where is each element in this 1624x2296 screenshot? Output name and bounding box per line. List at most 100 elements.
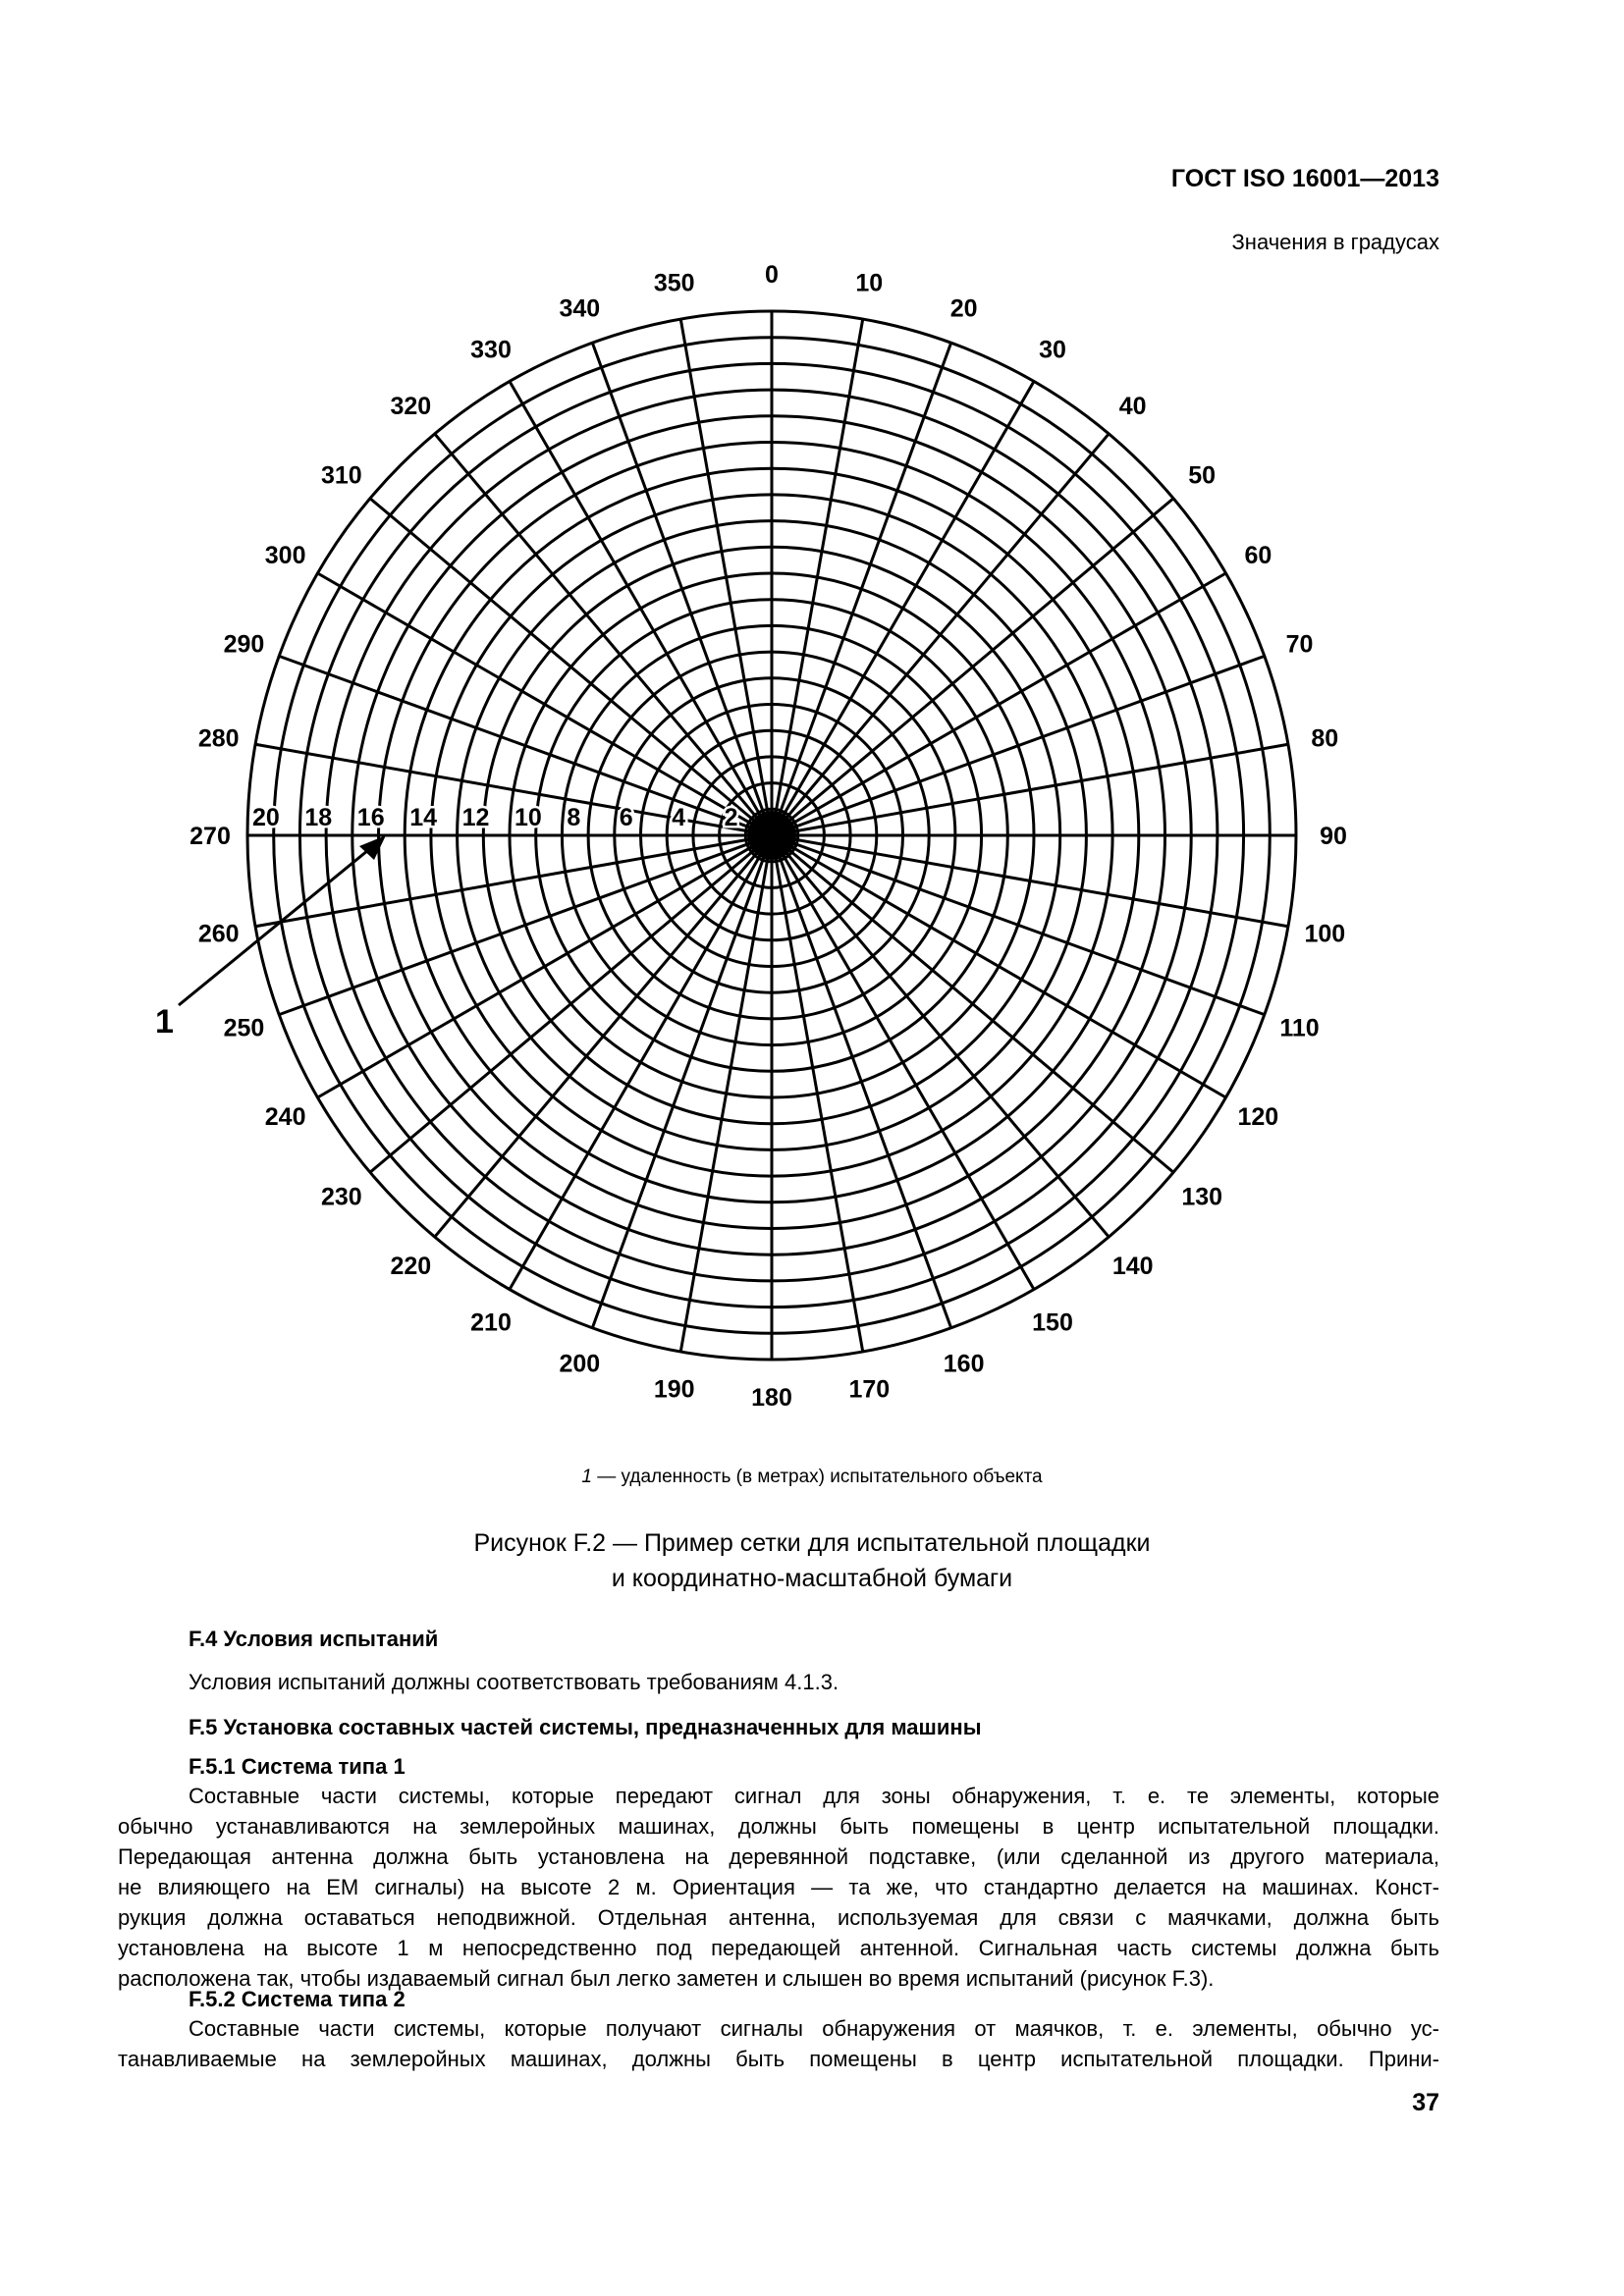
- text-line: рукция должна оставаться неподвижной. От…: [118, 1905, 1439, 1930]
- angle-label: 130: [1181, 1184, 1222, 1211]
- key-number: 1: [581, 1467, 592, 1487]
- angle-label: 240: [265, 1103, 306, 1131]
- grid-spoke: [590, 834, 774, 1329]
- grid-spoke: [770, 342, 953, 836]
- figure-caption-line1: Рисунок F.2 — Пример сетки для испытател…: [473, 1529, 1151, 1557]
- angle-label: 180: [751, 1384, 792, 1412]
- angle-labels: 0 10 20 30 40 50 60 70 80 90 100 110 120 130 140 150 160…: [189, 261, 1347, 1412]
- angle-label: 90: [1320, 823, 1347, 850]
- callout-arrowhead: [359, 835, 386, 860]
- angle-label: 100: [1304, 920, 1345, 947]
- angle-label: 60: [1244, 542, 1272, 569]
- distance-label: 6: [620, 804, 633, 831]
- angle-label: 20: [950, 294, 978, 322]
- angle-label: 30: [1039, 337, 1066, 364]
- distance-label: 18: [304, 804, 332, 831]
- polar-grid-figure: 0 102030405060708090100110120130140150160…: [155, 261, 1347, 1412]
- distance-label: 8: [567, 804, 580, 831]
- grid-spoke: [771, 833, 1227, 1099]
- text-line: расположена так, чтобы издаваемый сигнал…: [118, 1966, 1215, 1991]
- distance-label: 14: [409, 804, 437, 831]
- grid-spoke: [770, 834, 1110, 1239]
- grid-spoke: [771, 833, 1266, 1017]
- grid-spoke: [771, 497, 1175, 837]
- callout-leader: [178, 844, 374, 1007]
- text-line: обычно устанавливаются на землеройных ма…: [118, 1814, 1439, 1839]
- center-point: [747, 811, 796, 860]
- section-f51-heading: F.5.1 Система типа 1: [189, 1754, 406, 1779]
- section-f51-paragraph: Составные части системы, которые передаю…: [118, 1781, 1439, 1994]
- angle-label: 290: [224, 630, 265, 658]
- grid-spoke: [771, 654, 1266, 837]
- grid-spoke: [770, 834, 865, 1353]
- grid-spoke: [770, 834, 953, 1329]
- angle-label: 70: [1286, 630, 1314, 658]
- angle-label: 0: [765, 261, 779, 289]
- angle-label: 190: [654, 1375, 695, 1403]
- angle-label: 220: [390, 1253, 431, 1280]
- angle-label: 320: [390, 393, 431, 420]
- angle-label: 330: [470, 337, 512, 364]
- grid-spoke: [771, 571, 1227, 837]
- angle-label: 140: [1112, 1253, 1154, 1280]
- grid-spoke: [770, 380, 1036, 836]
- grid-spoke: [278, 833, 773, 1017]
- grid-spoke: [771, 833, 1289, 929]
- angle-label: 210: [470, 1308, 512, 1336]
- text-line: Составные части системы, которые передаю…: [189, 1784, 1439, 1808]
- angle-label: 50: [1188, 461, 1216, 489]
- angle-label: 170: [848, 1375, 890, 1403]
- section-f5-heading: F.5 Установка составных частей системы, …: [189, 1715, 982, 1739]
- grid-spoke: [316, 833, 773, 1099]
- grid-spoke: [770, 834, 1036, 1291]
- page-number: 37: [1412, 2089, 1439, 2116]
- angle-label: 300: [265, 542, 306, 569]
- distance-label: 20: [252, 804, 280, 831]
- callout-label: 1: [155, 1003, 174, 1041]
- grid-spoke: [254, 742, 773, 837]
- grid-spoke: [678, 834, 774, 1353]
- grid-spoke: [278, 654, 773, 837]
- angle-label: 340: [560, 294, 601, 322]
- text-line: танавливаемые на землеройных машинах, до…: [118, 2047, 1439, 2071]
- grid-spoke: [433, 834, 774, 1239]
- angle-label: 270: [189, 823, 231, 850]
- angle-label: 10: [855, 270, 883, 297]
- grid-spoke: [678, 318, 774, 836]
- section-f4-text: Условия испытаний должны соответствовать…: [189, 1670, 839, 1694]
- angle-label: 40: [1119, 393, 1147, 420]
- distance-label: 10: [514, 804, 542, 831]
- angle-label: 280: [198, 725, 240, 753]
- section-f4-heading: F.4 Условия испытаний: [189, 1627, 439, 1651]
- grid-spoke: [590, 342, 774, 836]
- figure-key: 1 — удаленность (в метрах) испытательног…: [0, 1467, 1624, 1488]
- document-header: ГОСТ ISO 16001—2013: [1170, 165, 1439, 192]
- grid-spoke: [508, 380, 774, 836]
- section-f52-paragraph: Составные части системы, которые получаю…: [118, 2013, 1439, 2074]
- angle-label: 250: [224, 1015, 265, 1042]
- distance-label: 2: [725, 804, 738, 831]
- distance-labels: 20 18 16 14 12 10 8 6 4 2: [250, 802, 741, 834]
- angle-label: 150: [1032, 1308, 1073, 1336]
- grid-spoke: [433, 432, 774, 836]
- grid-spoke: [368, 833, 773, 1174]
- angle-label: 310: [321, 461, 362, 489]
- text-line: установлена на высоте 1 м непосредственн…: [118, 1936, 1439, 1960]
- distance-label: 16: [357, 804, 385, 831]
- units-note: Значения в градусах: [1231, 230, 1439, 254]
- angle-label: 120: [1238, 1103, 1279, 1131]
- angle-label: 160: [944, 1351, 985, 1378]
- angle-label: 80: [1311, 725, 1338, 753]
- distance-label: 4: [672, 804, 685, 831]
- grid-spoke: [368, 497, 773, 837]
- key-text: — удаленность (в метрах) испытательного …: [591, 1467, 1043, 1487]
- angle-label: 260: [198, 920, 240, 947]
- grid-spoke: [771, 833, 1175, 1174]
- angle-label: 110: [1279, 1015, 1319, 1042]
- text-line: не влияющего на ЕМ сигналы) на высоте 2 …: [118, 1875, 1439, 1899]
- grid-spoke: [254, 833, 773, 929]
- angle-label: 230: [321, 1184, 362, 1211]
- section-f52-heading: F.5.2 Система типа 2: [189, 1987, 406, 2011]
- grid-spoke: [771, 742, 1289, 837]
- grid-spoke: [770, 318, 865, 836]
